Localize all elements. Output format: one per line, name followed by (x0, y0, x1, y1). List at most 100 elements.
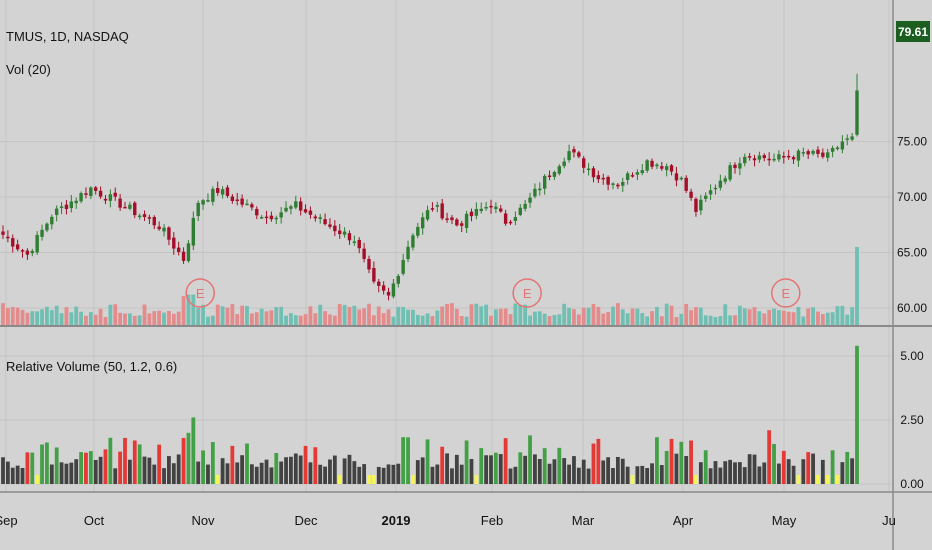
rvol-bar (713, 461, 718, 484)
candle-body (201, 200, 205, 205)
volume-bar (201, 304, 205, 325)
candle-body (713, 187, 718, 190)
time-tick-label: Oct (84, 513, 105, 528)
rvol-bar (108, 437, 113, 484)
rvol-bar (557, 447, 562, 484)
candle-body (84, 193, 88, 195)
rvol-bar (69, 462, 74, 484)
candle-body (723, 178, 727, 182)
volume-bar (74, 306, 79, 325)
time-tick-label: Nov (191, 513, 215, 528)
candle-body (826, 152, 830, 158)
volume-bar (713, 316, 718, 325)
volume-bar (249, 313, 254, 325)
volume-bar (108, 304, 113, 325)
candle-body (855, 90, 859, 135)
rvol-bar (796, 475, 801, 484)
candle-body (220, 189, 225, 195)
volume-bar (450, 303, 454, 325)
candle-body (845, 138, 849, 140)
rvol-bar (318, 464, 323, 484)
rvol-bar (20, 468, 25, 484)
rvol-bar (357, 466, 362, 484)
rvol-bar (591, 443, 596, 484)
volume-bar (528, 315, 532, 325)
candle-body (191, 217, 196, 246)
volume-bar (20, 309, 25, 325)
rvol-bar (371, 475, 376, 484)
volume-bar (371, 315, 376, 325)
candle-body (35, 234, 39, 253)
price-axis-labels: 60.00 65.00 70.00 75.00 (897, 135, 927, 316)
earnings-marker[interactable] (512, 278, 542, 308)
candle-body (255, 208, 259, 216)
volume-bar (352, 305, 357, 325)
candle-body (133, 202, 137, 216)
volume-bar (142, 304, 147, 325)
candle-body (440, 203, 444, 219)
candle-body (528, 197, 532, 203)
earnings-marker-label: E (781, 286, 790, 301)
rvol-bar (30, 452, 35, 484)
earnings-marker-label: E (523, 286, 532, 301)
rvol-bar (152, 464, 157, 484)
volume-bar (191, 294, 196, 325)
rvol-bar (855, 345, 859, 484)
volume-study-title[interactable]: Vol (20) (6, 62, 51, 77)
volume-bar (694, 307, 698, 325)
candle-body (479, 208, 483, 212)
rvol-bar (674, 453, 679, 484)
rvol-bar (786, 459, 791, 484)
volume-bar (850, 307, 855, 325)
volume-bar (708, 315, 713, 325)
symbol-title[interactable]: TMUS, 1D, NASDAQ (6, 29, 129, 44)
candle-body (167, 227, 171, 240)
rvol-bar (830, 450, 835, 484)
candle-body (801, 152, 806, 154)
volume-bar (664, 303, 669, 325)
rvol-bar (259, 462, 264, 484)
volume-bar (640, 313, 645, 325)
earnings-marker[interactable] (771, 278, 801, 308)
candle-body (162, 227, 166, 232)
candle-body (269, 215, 274, 220)
candle-body (1, 231, 5, 235)
rvol-study-title[interactable]: Relative Volume (50, 1.2, 0.6) (6, 359, 177, 374)
candle-body (484, 206, 488, 209)
time-tick-label: 2019 (382, 513, 411, 528)
volume-bar (777, 310, 781, 325)
rvol-bar (415, 460, 420, 484)
earnings-marker[interactable] (185, 278, 215, 308)
candle-body (50, 216, 54, 225)
rvol-bar (669, 438, 674, 484)
candle-body (616, 184, 620, 187)
rvol-bar (615, 456, 620, 484)
candle-body (308, 210, 313, 215)
candle-body (372, 267, 376, 282)
rvol-bar (576, 467, 581, 484)
volume-bar (328, 314, 332, 325)
volume-bar (196, 308, 201, 325)
rvol-bar (79, 452, 83, 484)
rvol-bar (425, 439, 430, 484)
price-candles[interactable] (1, 73, 859, 301)
volume-bar (572, 309, 576, 325)
volume-bar (167, 310, 171, 325)
rvol-bar (562, 458, 567, 484)
rvol-bar (420, 457, 425, 484)
volume-bar (430, 316, 435, 325)
volume-bar (318, 304, 323, 325)
volume-bar (801, 316, 806, 325)
rvol-bar (728, 459, 733, 484)
rvol-bar (801, 459, 806, 484)
volume-bar (445, 303, 449, 325)
candle-body (460, 223, 464, 226)
time-tick-label: Ju (882, 513, 896, 528)
candle-body (69, 201, 74, 209)
rvol-bar (308, 462, 313, 484)
rvol-bar (167, 456, 171, 484)
volume-bar (225, 307, 230, 325)
candle-body (708, 190, 713, 195)
